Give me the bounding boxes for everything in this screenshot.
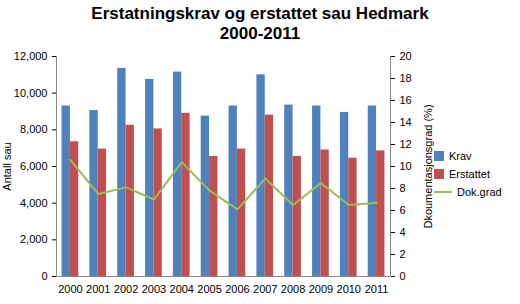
svg-text:2006: 2006 xyxy=(225,283,249,295)
svg-text:8: 8 xyxy=(400,182,406,194)
svg-text:4,000: 4,000 xyxy=(20,197,48,209)
html-text:Krav: Krav xyxy=(449,150,472,162)
svg-text:12,000: 12,000 xyxy=(14,50,48,62)
svg-text:12: 12 xyxy=(400,138,412,150)
svg-text:20: 20 xyxy=(400,50,412,62)
svg-text:2002: 2002 xyxy=(114,283,138,295)
svg-text:6: 6 xyxy=(400,204,406,216)
svg-text:6,000: 6,000 xyxy=(20,160,48,172)
svg-text:2004: 2004 xyxy=(170,283,194,295)
svg-text:2,000: 2,000 xyxy=(20,233,48,245)
svg-text:2005: 2005 xyxy=(197,283,221,295)
svg-text:14: 14 xyxy=(400,116,412,128)
svg-text:18: 18 xyxy=(400,72,412,84)
svg-text:Dkoumentasjonsgrad (%): Dkoumentasjonsgrad (%) xyxy=(422,104,434,228)
svg-text:8,000: 8,000 xyxy=(20,123,48,135)
html-text:Erstattet: Erstattet xyxy=(449,168,490,180)
svg-text:2003: 2003 xyxy=(142,283,166,295)
svg-text:16: 16 xyxy=(400,94,412,106)
svg-text:2010: 2010 xyxy=(337,283,361,295)
svg-text:10,000: 10,000 xyxy=(14,87,48,99)
svg-text:2007: 2007 xyxy=(253,283,277,295)
svg-text:0: 0 xyxy=(400,270,406,282)
svg-text:2011: 2011 xyxy=(365,283,389,295)
svg-text:0: 0 xyxy=(41,270,47,282)
svg-text:2: 2 xyxy=(400,248,406,260)
svg-text:10: 10 xyxy=(400,160,412,172)
svg-text:2000: 2000 xyxy=(58,283,82,295)
svg-text:2009: 2009 xyxy=(309,283,333,295)
svg-text:4: 4 xyxy=(400,226,406,238)
svg-text:2001: 2001 xyxy=(86,283,110,295)
html-text:Erstatningskrav og erstattet s: Erstatningskrav og erstattet sau Hedmark… xyxy=(91,4,429,43)
svg-text:2008: 2008 xyxy=(281,283,305,295)
svg-text:Antall sau: Antall sau xyxy=(1,142,13,190)
html-text:Dok.grad: Dok.grad xyxy=(457,186,502,198)
